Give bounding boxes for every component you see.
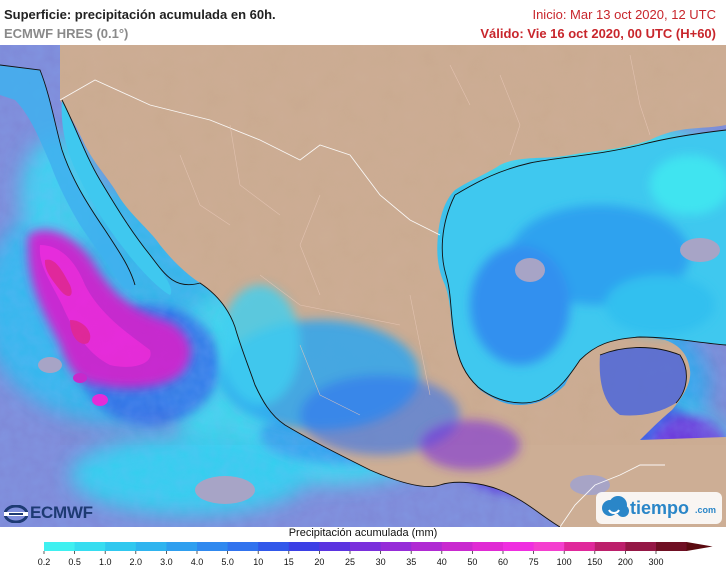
legend-tick-label: 100 <box>557 557 572 567</box>
legend-swatch <box>472 542 504 551</box>
legend-swatch <box>227 542 259 551</box>
legend-tick-label: 10 <box>253 557 263 567</box>
legend-tick-label: 4.0 <box>191 557 204 567</box>
legend-swatch <box>135 542 167 551</box>
legend-tick-label: 15 <box>284 557 294 567</box>
country-borders <box>59 79 665 527</box>
ecmwf-logo-text: ECMWF <box>30 503 93 522</box>
map-title: Superficie: precipitación acumulada en 6… <box>4 7 276 22</box>
gulf-precip <box>470 155 726 365</box>
legend-tick-label: 200 <box>618 557 633 567</box>
legend-swatch <box>411 542 443 551</box>
legend-swatch <box>380 542 412 551</box>
legend-swatch <box>288 542 320 551</box>
legend-tick-label: 5.0 <box>221 557 234 567</box>
tiempo-logo[interactable]: tiempo .com <box>596 492 722 524</box>
legend-swatch <box>319 542 351 551</box>
legend-tick-label: 3.0 <box>160 557 173 567</box>
legend-swatch <box>594 542 626 551</box>
legend-tick-label: 300 <box>648 557 663 567</box>
legend-swatch <box>441 542 473 551</box>
legend-swatch <box>166 542 198 551</box>
valid-time: Válido: Vie 16 oct 2020, 00 UTC (H+60) <box>480 26 716 41</box>
legend-swatch <box>258 542 290 551</box>
legend-tick-label: 35 <box>406 557 416 567</box>
legend-tick-label: 1.0 <box>99 557 112 567</box>
map-header: Superficie: precipitación acumulada en 6… <box>0 0 726 45</box>
legend-tick-label: 50 <box>467 557 477 567</box>
baja-california <box>0 65 135 290</box>
mexico-interior-rain <box>220 285 520 470</box>
legend-title: Precipitación acumulada (mm) <box>288 527 438 539</box>
legend-swatch <box>656 542 687 551</box>
legend-swatch <box>503 542 534 551</box>
ecmwf-logo: ECMWF <box>4 503 102 523</box>
legend-swatch <box>625 542 657 551</box>
tiempo-logo-text: tiempo <box>630 498 690 518</box>
init-time: Inicio: Mar 13 oct 2020, 12 UTC <box>532 7 716 22</box>
legend-swatch <box>105 542 137 551</box>
coastlines <box>0 64 726 527</box>
legend-tick-label: 75 <box>529 557 539 567</box>
yucatan-land <box>599 347 687 416</box>
legend-tick-label: 30 <box>376 557 386 567</box>
precipitation-legend: 0.2 0.5 1.0 2.0 3.0 4.0 5.0 10 15 20 25 30 35 40 50 60 7… <box>38 542 713 567</box>
legend-tick-label: 0.2 <box>38 557 51 567</box>
legend-swatch <box>564 542 596 551</box>
legend-tick-label: 20 <box>314 557 324 567</box>
precipitation-map <box>0 45 726 527</box>
legend-tick-label: 0.5 <box>68 557 81 567</box>
legend-swatch <box>197 542 228 551</box>
legend-tick-label: 2.0 <box>130 557 143 567</box>
legend-arrow <box>686 542 713 551</box>
tiempo-logo-suffix: .com <box>695 505 717 515</box>
state-borders <box>179 54 651 416</box>
legend-swatch <box>44 542 75 551</box>
legend-tick-label: 150 <box>587 557 602 567</box>
legend-swatch <box>74 542 106 551</box>
legend-swatch <box>350 542 381 551</box>
model-label: ECMWF HRES (0.1°) <box>4 26 129 41</box>
legend-tick-label: 25 <box>345 557 355 567</box>
gulf-of-california <box>61 100 172 295</box>
cloud-icon <box>602 496 629 517</box>
legend-tick-label: 40 <box>437 557 447 567</box>
ecmwf-emblem-icon <box>4 505 28 523</box>
legend-swatch <box>533 542 565 551</box>
land-grey-patches <box>38 238 720 504</box>
legend-tick-label: 60 <box>498 557 508 567</box>
